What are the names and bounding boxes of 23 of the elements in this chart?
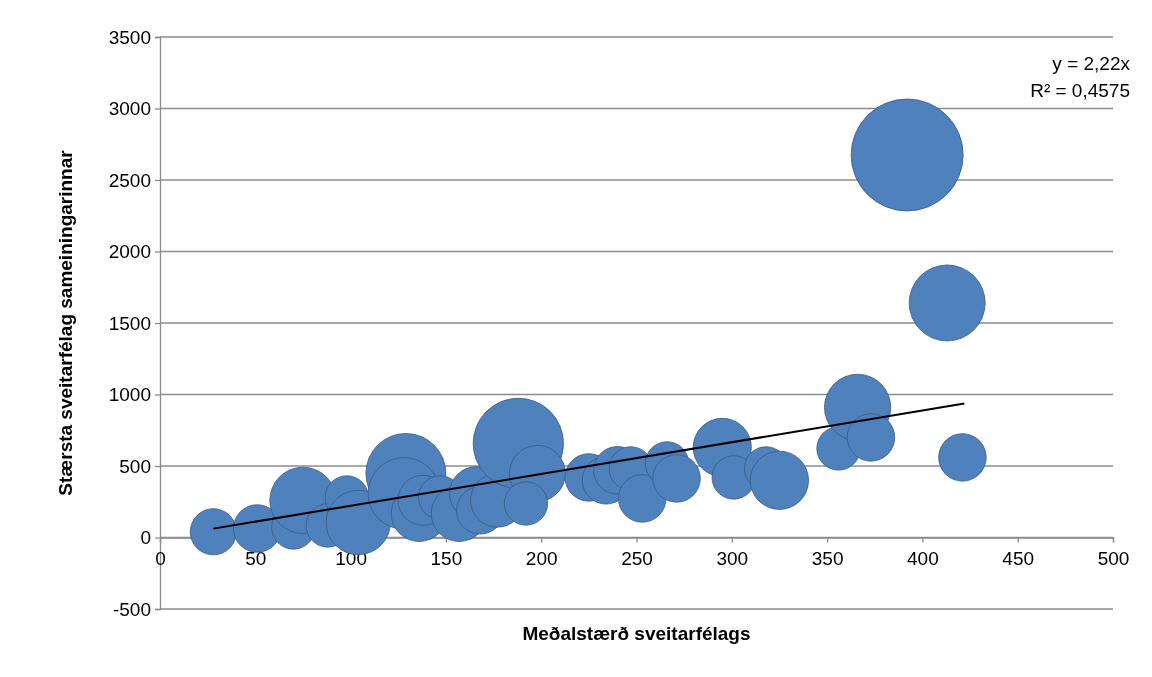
x-tick-label: 450 xyxy=(1002,547,1035,569)
y-tick-label: 1500 xyxy=(108,312,151,334)
annotation: R² = 0,4575 xyxy=(1030,80,1130,101)
x-tick-label: 200 xyxy=(525,547,558,569)
x-tick-label: 150 xyxy=(430,547,463,569)
x-tick-label: 500 xyxy=(1097,547,1130,569)
y-tick-label: 3500 xyxy=(108,26,151,48)
y-tick-label: 1000 xyxy=(108,384,151,406)
x-tick-label: 400 xyxy=(907,547,939,569)
y-tick-label: 3000 xyxy=(108,98,151,120)
x-tick-label: 350 xyxy=(811,547,844,569)
x-tick-label: 0 xyxy=(155,547,166,569)
x-tick-label: 250 xyxy=(621,547,653,569)
y-tick-label: 0 xyxy=(140,527,151,549)
y-tick-label: 500 xyxy=(119,455,151,477)
x-tick-label: 300 xyxy=(716,547,749,569)
annotation: y = 2,22x xyxy=(1052,53,1131,74)
y-tick-label: 2500 xyxy=(108,169,151,191)
y-axis-title: Stærsta sveitarfélag sameiningarinnar xyxy=(55,149,76,496)
y-tick-label: 2000 xyxy=(108,241,151,263)
x-axis-title: Meðalstærð sveitarfélags xyxy=(522,623,751,644)
x-tick-label: 50 xyxy=(245,547,267,569)
y-tick-label: -500 xyxy=(112,598,151,620)
